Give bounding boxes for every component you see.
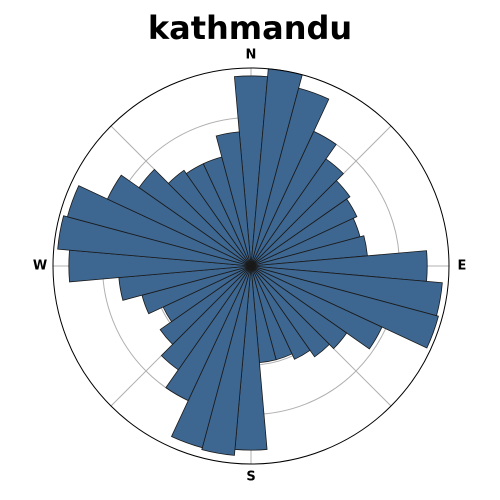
direction-label-e: E bbox=[458, 259, 467, 274]
bar-220deg bbox=[160, 265, 252, 371]
bar-210deg bbox=[165, 265, 252, 402]
direction-label-s: S bbox=[246, 470, 255, 485]
bar-20deg bbox=[250, 87, 330, 267]
bar-60deg bbox=[250, 198, 358, 267]
direction-labels: N E S W bbox=[33, 48, 467, 485]
bar-320deg bbox=[167, 169, 252, 267]
bar-150deg bbox=[250, 265, 311, 360]
bars-layer bbox=[57, 68, 443, 456]
bar-300deg bbox=[106, 174, 252, 267]
bar-50deg bbox=[250, 180, 351, 267]
bar-30deg bbox=[250, 130, 337, 267]
chart-title: kathmandu bbox=[147, 9, 353, 47]
bar-140deg bbox=[250, 265, 330, 358]
bar-40deg bbox=[250, 158, 344, 267]
bar-350deg bbox=[215, 131, 252, 267]
bar-200deg bbox=[170, 265, 252, 449]
direction-label-n: N bbox=[246, 48, 257, 63]
bar-310deg bbox=[138, 168, 252, 267]
bar-120deg bbox=[250, 265, 383, 350]
bar-290deg bbox=[66, 185, 252, 267]
direction-label-w: W bbox=[33, 259, 47, 274]
bar-110deg bbox=[250, 265, 439, 349]
outer-ring bbox=[52, 67, 450, 465]
bar-230deg bbox=[159, 265, 252, 345]
bar-130deg bbox=[250, 265, 348, 350]
